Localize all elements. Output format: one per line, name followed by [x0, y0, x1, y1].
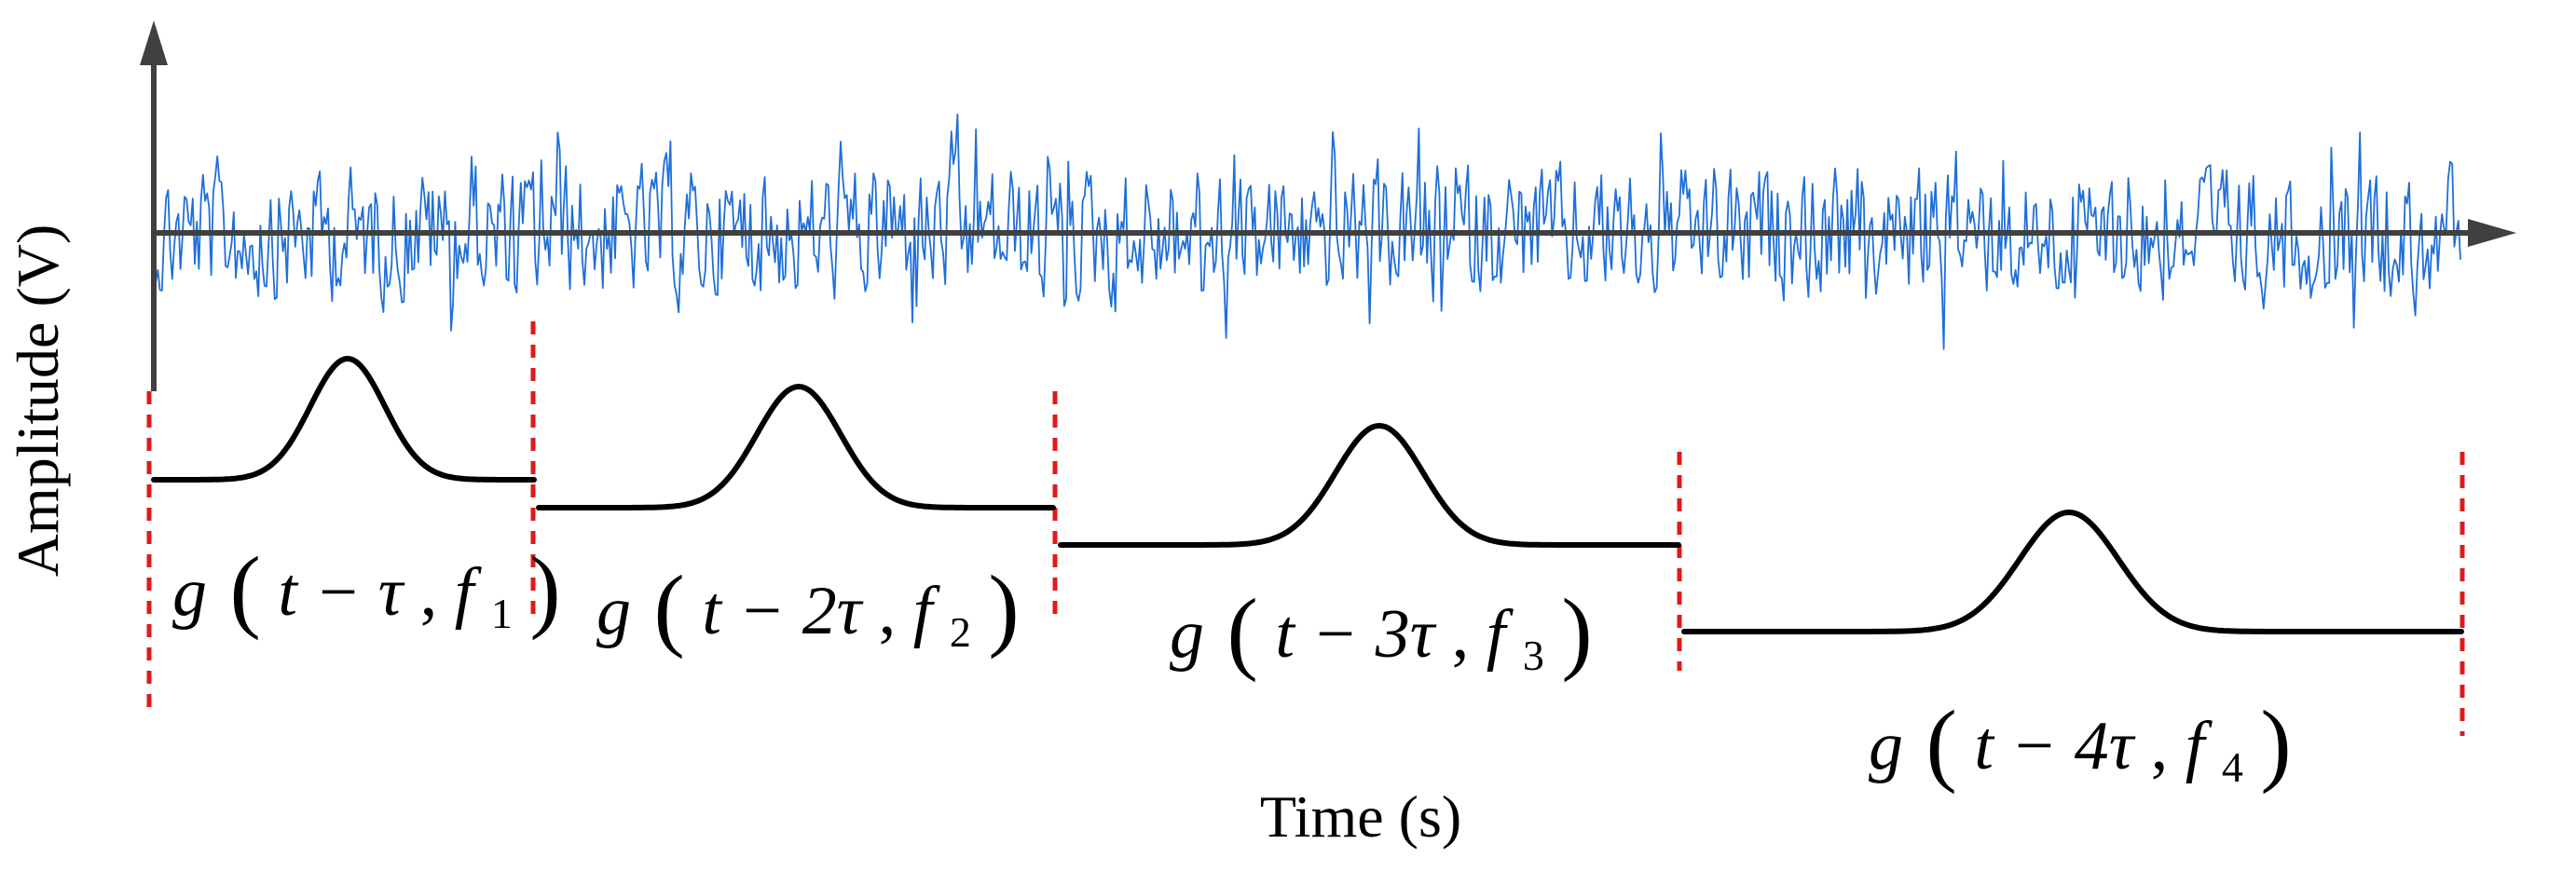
window-label-freq: f: [913, 573, 941, 649]
window-function-1: [151, 356, 537, 483]
x-axis-arrowhead: [2468, 219, 2516, 247]
window-label-3: g ( t − 3τ , f 3 ): [1170, 579, 1593, 686]
window-label-func: g: [596, 573, 631, 649]
window-label-shift: t − τ: [278, 554, 404, 631]
window-label-index: 2: [950, 608, 971, 656]
window-label-shift: t − 3τ: [1275, 596, 1436, 673]
window-label-index: 3: [1523, 632, 1544, 679]
window-label-func: g: [1170, 596, 1204, 673]
svg-text:g ( t − 4τ ,: g ( t − 4τ , f 4 ): [1869, 691, 2292, 797]
window-label-freq: f: [1487, 596, 1514, 673]
window-label-4: g ( t − 4τ , f 4 ): [1869, 691, 2292, 797]
noise-signal-trace: [153, 113, 2461, 350]
window-label-1: g ( t − τ , f 1 ): [172, 538, 561, 644]
svg-text:g ( t − τ ,: g ( t − τ , f 1 ): [172, 538, 561, 644]
window-label-index: 4: [2222, 743, 2243, 791]
window-label-func: g: [1869, 708, 1903, 784]
window-label-freq: f: [2185, 708, 2213, 784]
y-axis-arrowhead: [140, 20, 168, 65]
window-label-shift: t − 2τ: [702, 573, 863, 649]
window-label-func: g: [172, 554, 207, 631]
window-label-index: 1: [491, 590, 513, 637]
svg-text:g ( t − 2τ ,: g ( t − 2τ , f 2 ): [596, 556, 1020, 662]
window-function-3: [1058, 423, 1681, 548]
window-label-shift: t − 4τ: [1974, 708, 2135, 784]
x-axis-title: Time (s): [1260, 783, 1461, 850]
window-label-2: g ( t − 2τ , f 2 ): [596, 556, 1020, 662]
y-axis-title: Amplitude (V): [5, 225, 71, 578]
window-label-freq: f: [455, 554, 483, 631]
window-function-4: [1681, 510, 2464, 634]
svg-text:g ( t − 3τ ,: g ( t − 3τ , f 3 ): [1170, 579, 1593, 686]
window-function-2: [536, 384, 1056, 510]
